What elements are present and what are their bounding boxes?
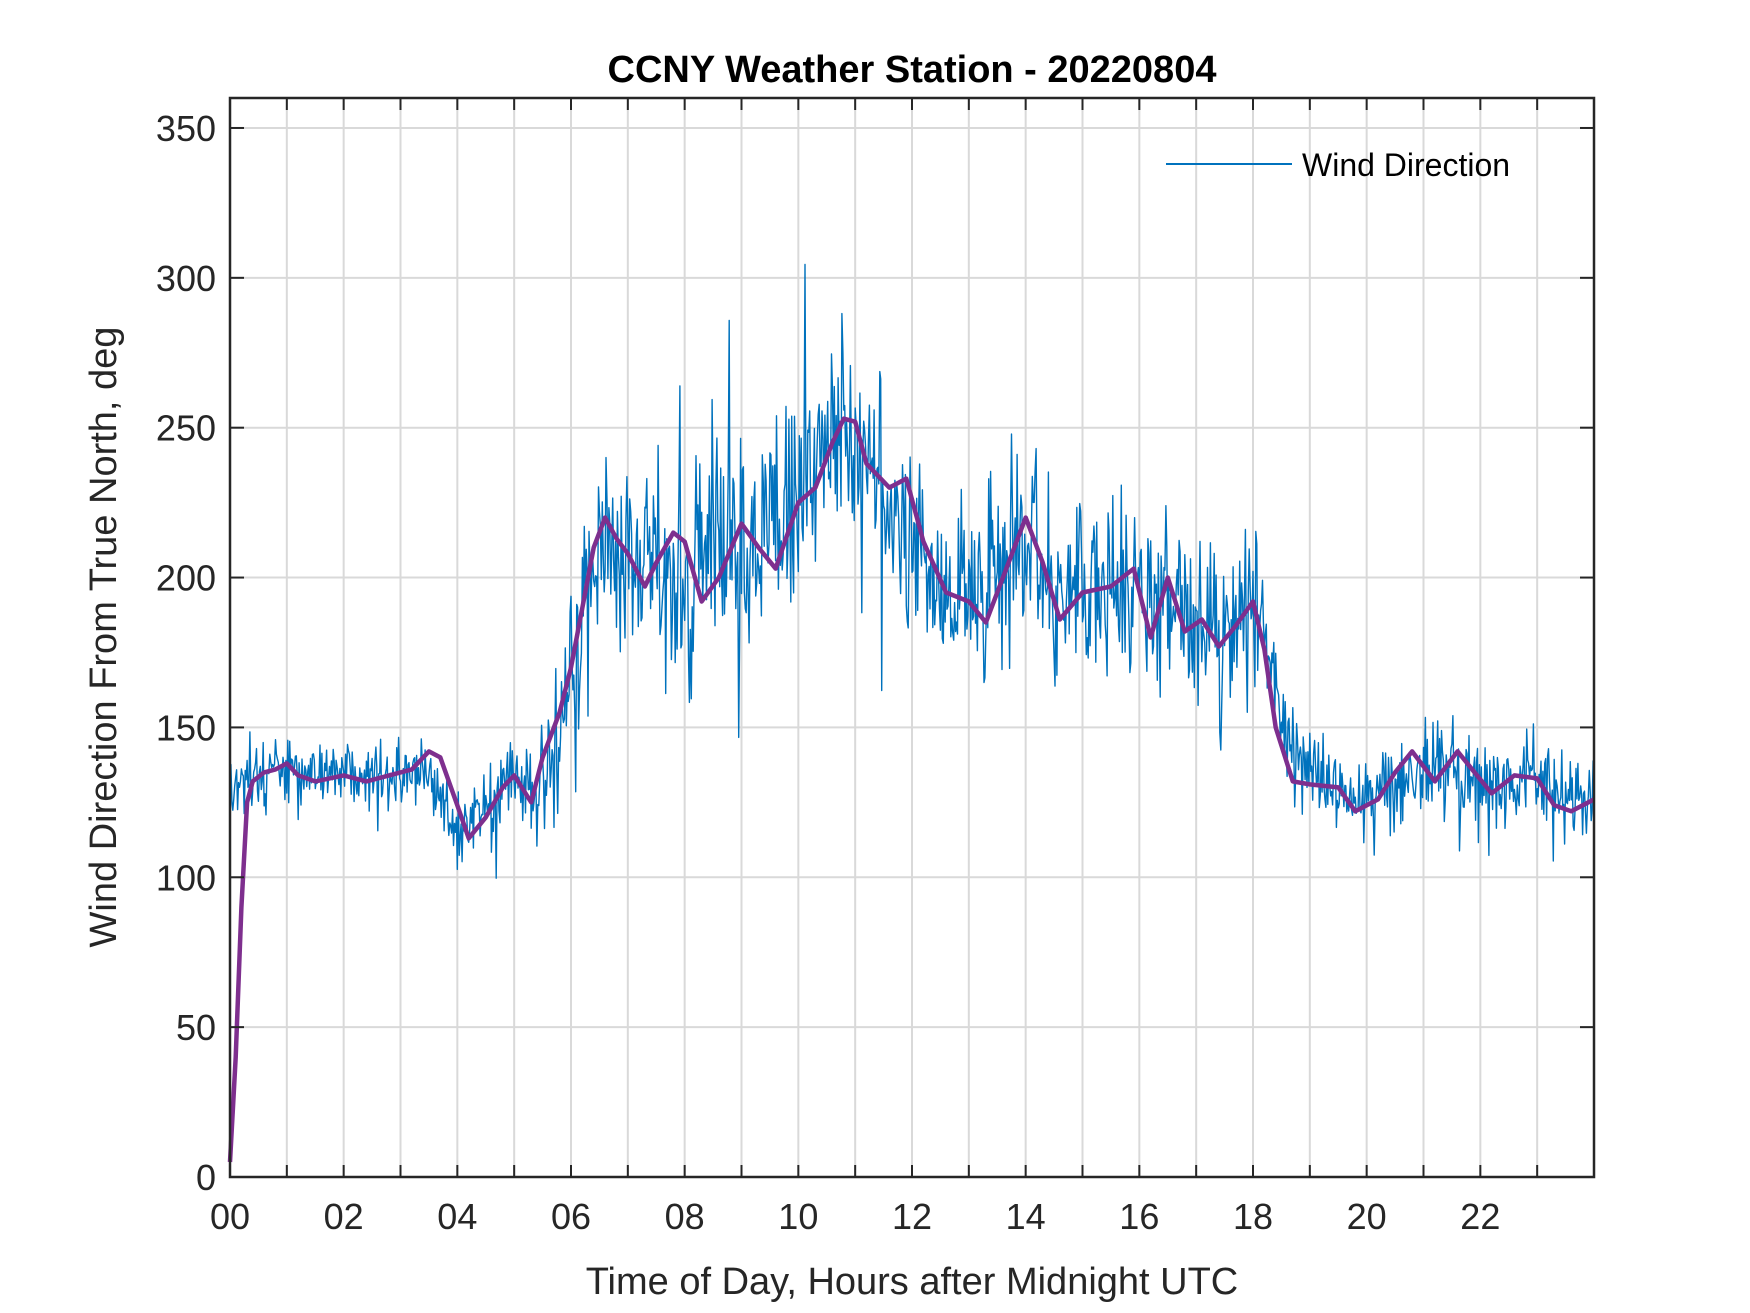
y-tick-label: 100 <box>156 857 216 898</box>
x-tick-label: 16 <box>1119 1196 1159 1237</box>
y-tick-label: 50 <box>176 1007 216 1048</box>
chart-title: CCNY Weather Station - 20220804 <box>608 49 1217 91</box>
x-tick-label: 08 <box>665 1196 705 1237</box>
x-tick-label: 14 <box>1006 1196 1046 1237</box>
legend-label-wind-direction: Wind Direction <box>1302 147 1510 183</box>
tick-labels: 0 50 100 150 200 250 300 350 00 02 04 06 08 10 12 14 16 1… <box>156 108 1500 1237</box>
x-tick-label: 06 <box>551 1196 591 1237</box>
x-tick-label: 20 <box>1347 1196 1387 1237</box>
y-tick-label: 300 <box>156 258 216 299</box>
y-tick-label: 200 <box>156 558 216 599</box>
x-tick-label: 10 <box>778 1196 818 1237</box>
legend: Wind Direction <box>1166 147 1510 183</box>
y-axis-label: Wind Direction From True North, deg <box>83 327 125 948</box>
x-tick-label: 02 <box>324 1196 364 1237</box>
y-tick-label: 150 <box>156 707 216 748</box>
x-tick-label: 12 <box>892 1196 932 1237</box>
x-tick-label: 18 <box>1233 1196 1273 1237</box>
x-tick-label: 04 <box>437 1196 477 1237</box>
x-axis-label: Time of Day, Hours after Midnight UTC <box>586 1261 1239 1303</box>
y-tick-label: 250 <box>156 408 216 449</box>
x-tick-label: 22 <box>1460 1196 1500 1237</box>
grid <box>230 98 1594 1177</box>
ticks <box>230 98 1594 1177</box>
y-tick-label: 0 <box>196 1157 216 1198</box>
x-tick-label: 00 <box>210 1196 250 1237</box>
y-tick-label: 350 <box>156 108 216 149</box>
series-layer <box>227 263 1596 1163</box>
smoothed-wind-direction-line <box>227 416 1596 1163</box>
